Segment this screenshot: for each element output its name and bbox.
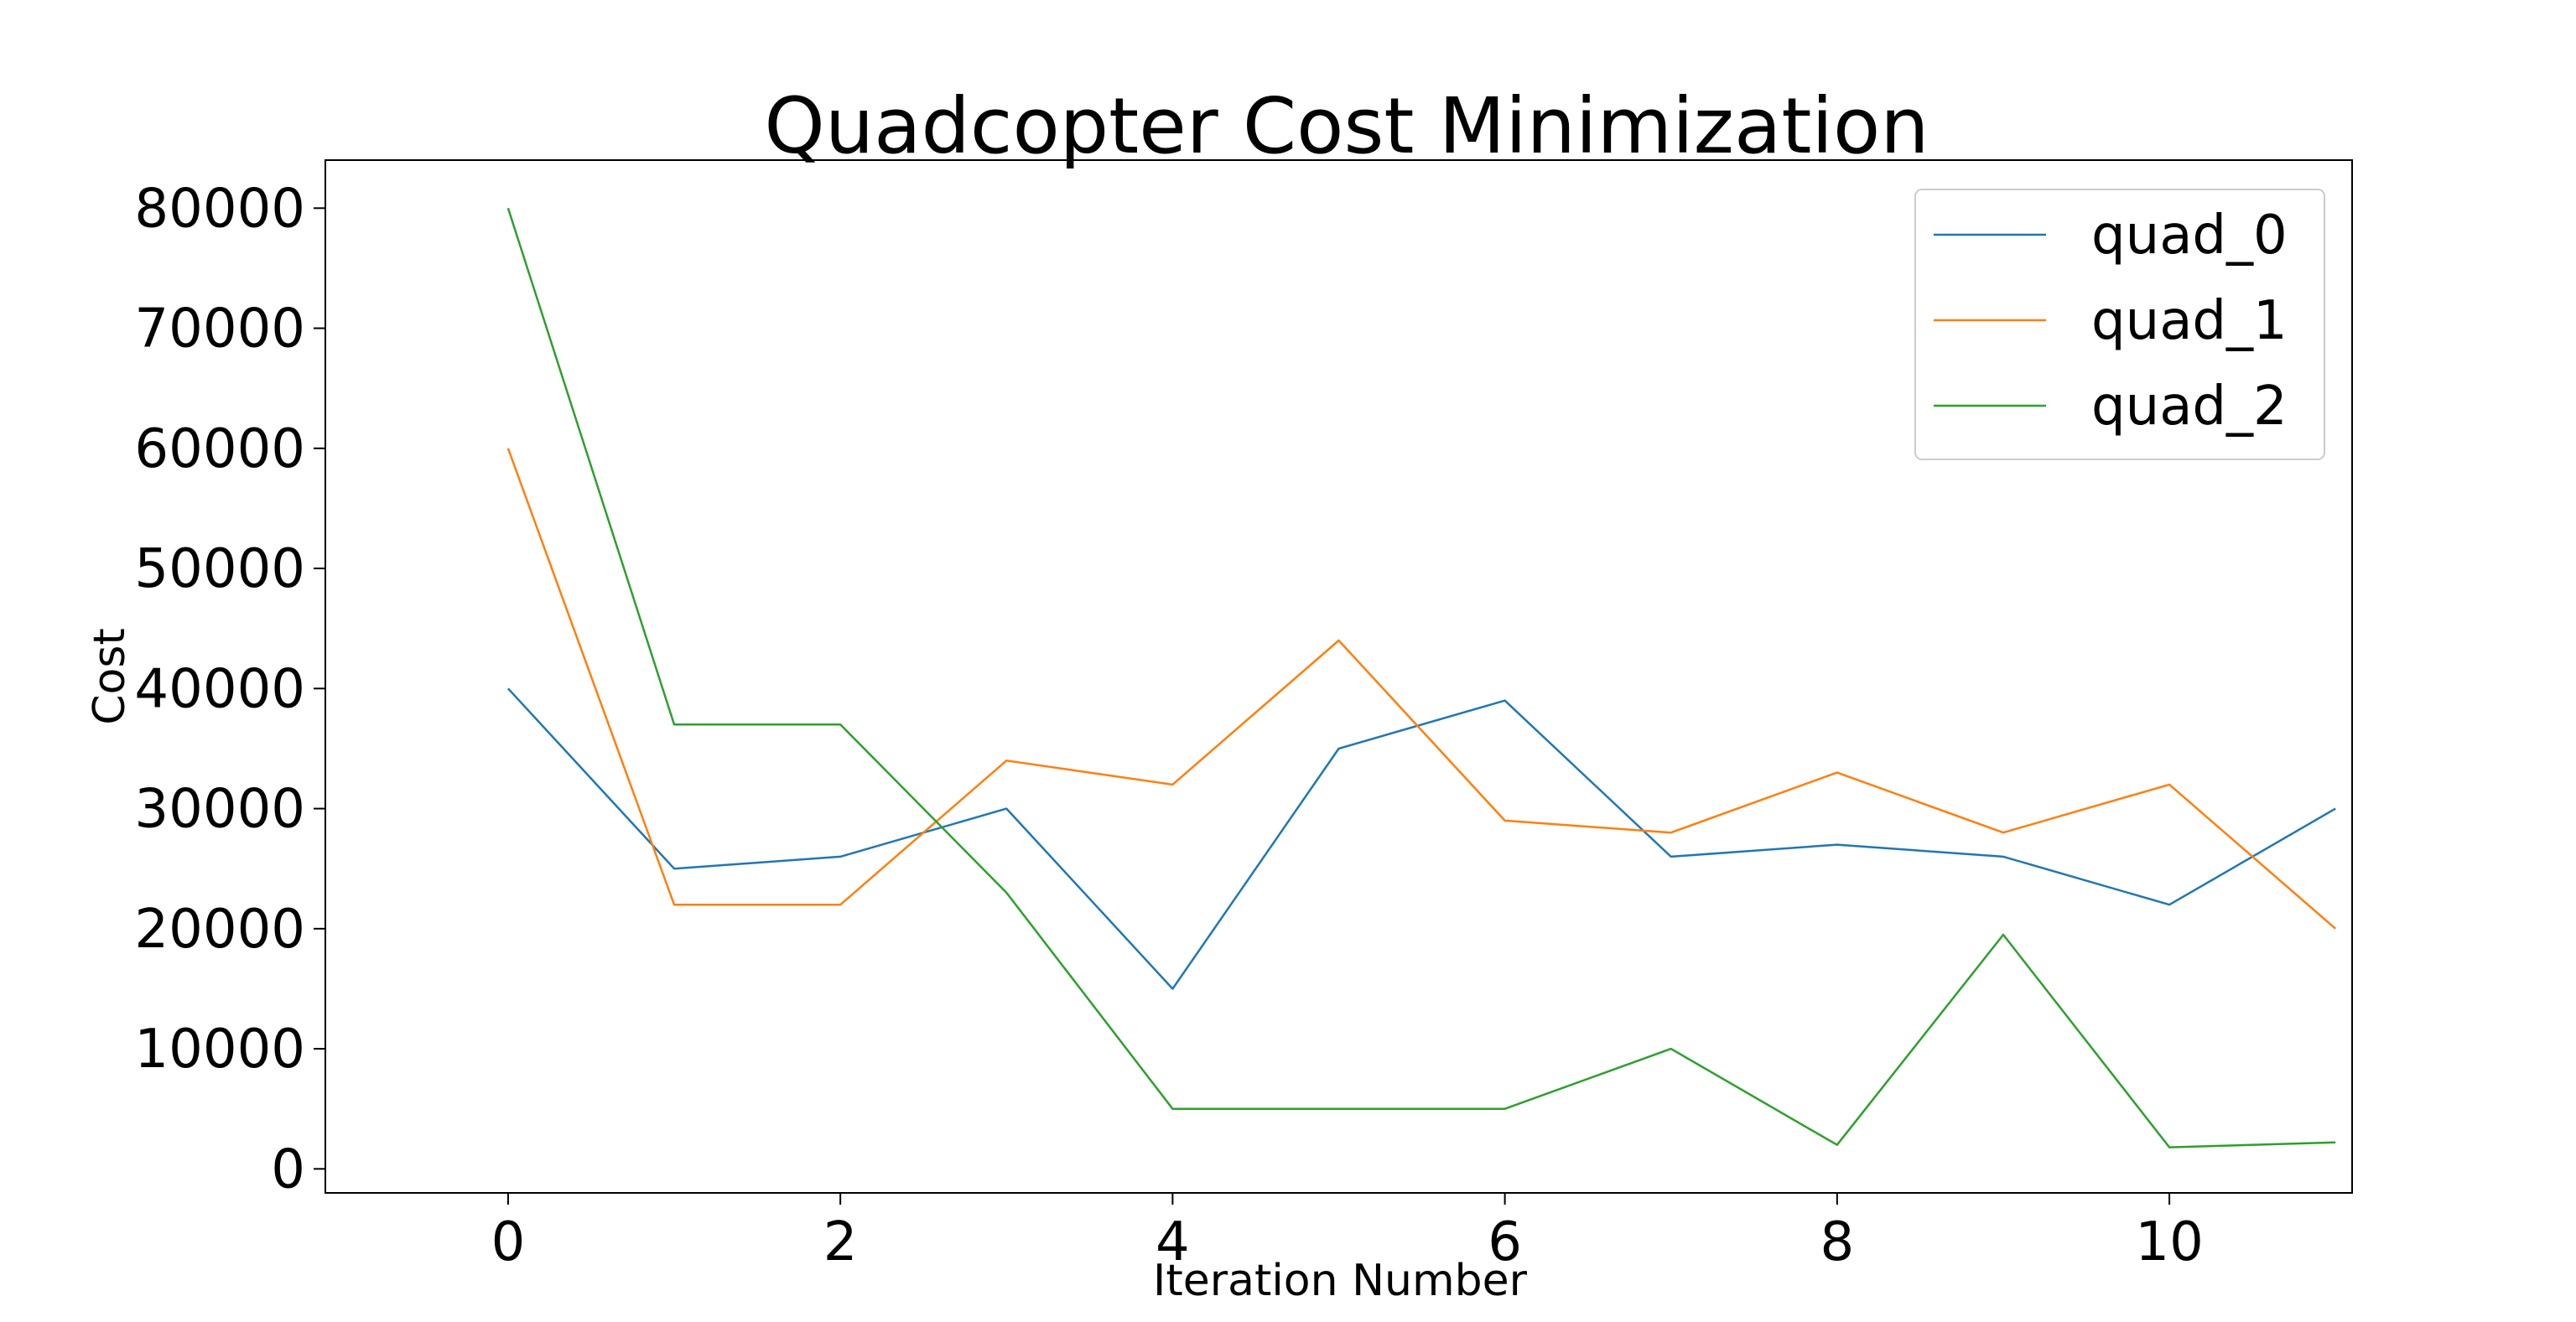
plot-area xyxy=(325,159,2353,1194)
legend: quad_0 quad_1 quad_2 xyxy=(1914,189,2325,460)
y-tick-label: 80000 xyxy=(134,178,305,240)
y-tick-label: 20000 xyxy=(134,899,305,961)
legend-label-quad_2: quad_2 xyxy=(2091,376,2288,438)
series-group xyxy=(506,207,2337,1148)
legend-items: quad_0 quad_1 quad_2 xyxy=(1934,205,2288,438)
y-tick-label: 50000 xyxy=(134,538,305,600)
series-line-quad_1 xyxy=(506,448,2337,930)
legend-frame xyxy=(1914,189,2325,460)
x-axis-ticks: 0 2 4 6 8 10 xyxy=(491,1193,2204,1273)
chart-title: Quadcopter Cost Minimization xyxy=(764,81,1929,171)
x-tick-label: 0 xyxy=(491,1211,526,1273)
y-tick-label: 60000 xyxy=(134,418,305,480)
y-tick-label: 10000 xyxy=(134,1019,305,1081)
legend-label-quad_0: quad_0 xyxy=(2091,205,2288,267)
x-tick-label: 4 xyxy=(1156,1211,1190,1273)
x-axis-label: Iteration Number xyxy=(1153,1256,1528,1306)
x-tick-label: 10 xyxy=(2135,1211,2203,1273)
y-tick-label: 0 xyxy=(271,1138,305,1200)
y-axis-ticks: 0 10000 20000 30000 40000 50000 60000 70000 8000… xyxy=(134,178,325,1200)
series-line-quad_2 xyxy=(506,207,2336,1148)
plot-frame xyxy=(325,159,2353,1194)
x-tick-label: 8 xyxy=(1820,1211,1854,1273)
x-tick-label: 2 xyxy=(823,1211,858,1273)
y-axis-label: Cost xyxy=(85,628,135,725)
x-tick-label: 6 xyxy=(1488,1211,1522,1273)
y-tick-label: 40000 xyxy=(134,658,305,720)
y-tick-label: 30000 xyxy=(134,779,305,841)
legend-label-quad_1: quad_1 xyxy=(2091,290,2288,352)
series-line-quad_0 xyxy=(506,687,2336,990)
y-tick-label: 70000 xyxy=(134,298,305,360)
